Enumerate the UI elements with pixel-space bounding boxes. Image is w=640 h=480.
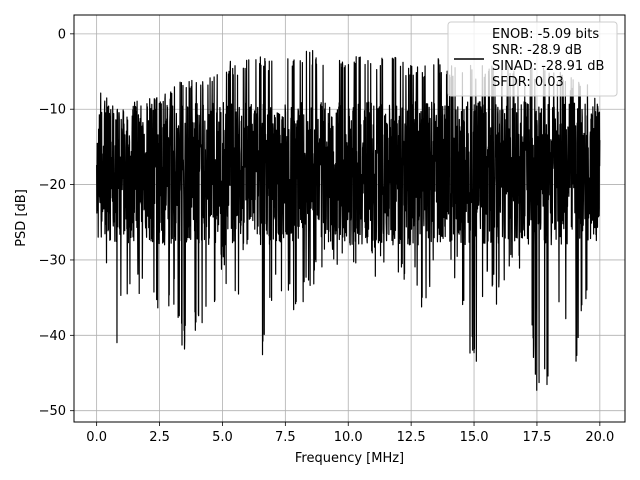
legend-line-text: SFDR: 0.03 bbox=[492, 75, 564, 90]
legend-line-text: SINAD: -28.91 dB bbox=[492, 59, 604, 74]
x-axis-label: Frequency [MHz] bbox=[295, 451, 404, 466]
x-tick-label: 2.5 bbox=[149, 430, 170, 445]
legend-line-text: SNR: -28.9 dB bbox=[492, 43, 582, 58]
x-tick-label: 5.0 bbox=[212, 430, 233, 445]
y-tick-label: 0 bbox=[58, 27, 66, 42]
x-tick-label: 10.0 bbox=[334, 430, 363, 445]
y-tick-label: −20 bbox=[39, 178, 66, 193]
legend: ENOB: -5.09 bits SNR: -28.9 dB SINAD: -28.… bbox=[447, 21, 618, 97]
psd-series-line bbox=[96, 49, 601, 391]
x-tick-label: 12.5 bbox=[397, 430, 426, 445]
y-tick-label: −40 bbox=[39, 329, 66, 344]
y-tick-label: −30 bbox=[39, 253, 66, 268]
legend-label: ENOB: -5.09 bits SNR: -28.9 dB SINAD: -28.… bbox=[492, 27, 604, 90]
x-axis-ticks: 0.0 2.5 5.0 7.5 10.0 12.5 15.0 17.5 20.0 bbox=[86, 422, 614, 445]
plot-frame bbox=[73, 14, 626, 423]
x-tick-label: 7.5 bbox=[275, 430, 296, 445]
y-axis-label: PSD [dB] bbox=[14, 189, 29, 247]
legend-box bbox=[447, 21, 618, 97]
y-axis-ticks: 0 −10 −20 −30 −40 −50 bbox=[39, 27, 74, 419]
x-tick-label: 20.0 bbox=[585, 430, 614, 445]
series-layer bbox=[96, 49, 601, 391]
x-tick-label: 0.0 bbox=[86, 430, 107, 445]
y-tick-label: −50 bbox=[39, 404, 66, 419]
legend-line-text: ENOB: -5.09 bits bbox=[492, 27, 599, 42]
x-tick-label: 15.0 bbox=[460, 430, 489, 445]
y-tick-label: −10 bbox=[39, 103, 66, 118]
x-tick-label: 17.5 bbox=[522, 430, 551, 445]
